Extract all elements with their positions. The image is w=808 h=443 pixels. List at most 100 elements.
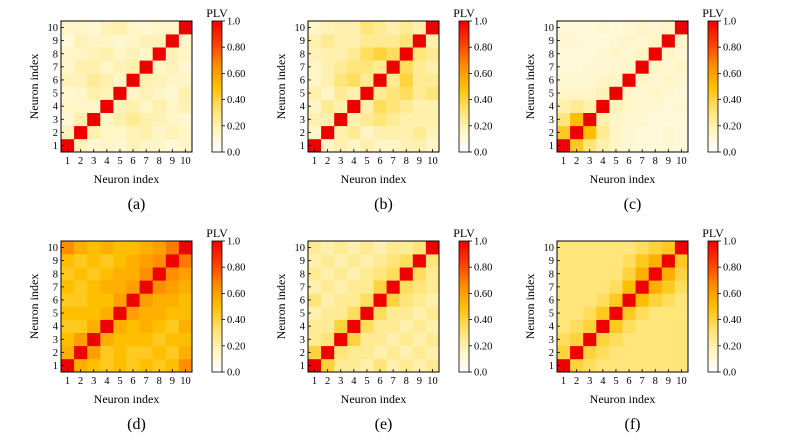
heatmap-cell xyxy=(178,112,193,127)
heatmap-cell xyxy=(386,267,400,281)
heatmap-cell xyxy=(635,112,649,127)
colorbar-tick-label: 0.60 xyxy=(227,289,245,300)
heatmap-cell xyxy=(412,241,427,255)
heatmap-cell xyxy=(152,293,167,307)
heatmap-cell xyxy=(321,60,335,74)
heatmap-cell xyxy=(661,21,676,35)
heatmap-cell xyxy=(635,267,649,281)
heatmap-cell xyxy=(360,34,374,48)
heatmap-cell xyxy=(648,112,663,127)
heatmap-cell xyxy=(152,125,167,140)
heatmap-cell xyxy=(609,138,623,153)
heatmap-cell xyxy=(321,332,335,347)
heatmap-cell xyxy=(609,358,623,373)
x-tick-label: 5 xyxy=(364,156,369,167)
heatmap-cell xyxy=(334,358,348,373)
heatmap-cell xyxy=(557,306,571,320)
y-axis-label: Neuron index xyxy=(274,54,288,120)
heatmap-cell xyxy=(399,99,414,113)
heatmap-cell xyxy=(609,306,623,320)
heatmap-cell xyxy=(661,306,676,320)
heatmap-cell xyxy=(126,332,140,347)
heatmap-cell xyxy=(308,34,322,48)
heatmap-cell xyxy=(648,73,663,87)
x-tick-label: 1 xyxy=(312,156,317,167)
heatmap-cell xyxy=(386,21,400,35)
heatmap-cell xyxy=(661,332,676,347)
heatmap-cell xyxy=(635,86,649,100)
x-tick-label: 9 xyxy=(170,156,175,167)
heatmap-cell xyxy=(609,112,623,127)
heatmap-cell xyxy=(165,125,180,140)
heatmap-cell xyxy=(674,112,689,127)
heatmap-cell xyxy=(113,319,127,333)
heatmap-cell xyxy=(360,73,374,87)
x-axis-label: Neuron index xyxy=(341,172,407,186)
heatmap-cell xyxy=(347,99,361,113)
y-tick-label: 2 xyxy=(53,348,58,359)
heatmap-cell xyxy=(334,306,348,320)
heatmap-cell xyxy=(373,125,387,140)
heatmap-cell xyxy=(360,241,374,255)
heatmap-cell xyxy=(100,47,114,61)
heatmap-cell xyxy=(334,60,348,74)
heatmap-cell xyxy=(74,112,88,127)
heatmap-cell xyxy=(61,293,75,307)
heatmap-cell xyxy=(61,280,75,294)
heatmap-cell xyxy=(583,138,597,153)
heatmap-cell xyxy=(61,267,75,281)
heatmap-cell xyxy=(386,280,400,294)
heatmap-cell xyxy=(126,358,140,373)
heatmap-cell xyxy=(334,293,348,307)
x-tick-label: 2 xyxy=(574,156,579,167)
heatmap-cell xyxy=(360,138,374,153)
heatmap-cell xyxy=(152,319,167,333)
heatmap-cell xyxy=(661,319,676,333)
y-tick-label: 6 xyxy=(53,75,58,86)
heatmap-cell xyxy=(373,47,387,61)
heatmap-cell xyxy=(412,125,427,140)
heatmap-cell xyxy=(596,21,610,35)
heatmap-cell xyxy=(360,125,374,140)
heatmap-cell xyxy=(583,332,597,347)
heatmap-cell xyxy=(334,345,348,360)
heatmap-cell xyxy=(674,21,689,35)
heatmap-cell xyxy=(113,254,127,268)
heatmap-cell xyxy=(583,267,597,281)
y-tick-label: 5 xyxy=(300,89,305,100)
y-tick-label: 1 xyxy=(53,141,58,152)
heatmap-cell xyxy=(570,332,584,347)
heatmap-cell xyxy=(635,358,649,373)
heatmap-cell xyxy=(674,60,689,74)
heatmap-cell xyxy=(113,280,127,294)
heatmap-cell xyxy=(152,306,167,320)
heatmap-cell xyxy=(648,293,663,307)
heatmap-cell xyxy=(347,254,361,268)
heatmap-cell xyxy=(609,345,623,360)
y-tick-label: 10 xyxy=(295,243,306,254)
heatmap-cell xyxy=(583,112,597,127)
heatmap-cell xyxy=(139,125,153,140)
colorbar-tick-label: 0.60 xyxy=(227,69,245,80)
heatmap-cell xyxy=(412,319,427,333)
heatmap-cell xyxy=(373,306,387,320)
x-tick-label: 5 xyxy=(364,376,369,387)
heatmap-cell xyxy=(87,73,101,87)
heatmap-cell xyxy=(412,358,427,373)
heatmap-cell xyxy=(557,254,571,268)
colorbar-tick-label: 0.40 xyxy=(474,95,492,106)
heatmap-cell xyxy=(412,34,427,48)
x-tick-label: 2 xyxy=(78,376,83,387)
colorbar-tick-label: 1.0 xyxy=(474,237,487,248)
y-tick-label: 9 xyxy=(53,36,58,47)
x-tick-label: 1 xyxy=(312,376,317,387)
heatmap-cell xyxy=(165,99,180,113)
colorbar-tick-label: 0.80 xyxy=(474,43,492,54)
heatmap-cell xyxy=(360,60,374,74)
heatmap-cell xyxy=(674,280,689,294)
heatmap-cell xyxy=(165,34,180,48)
y-tick-label: 1 xyxy=(549,141,554,152)
colorbar xyxy=(458,20,470,153)
y-axis-label: Neuron index xyxy=(27,274,41,340)
